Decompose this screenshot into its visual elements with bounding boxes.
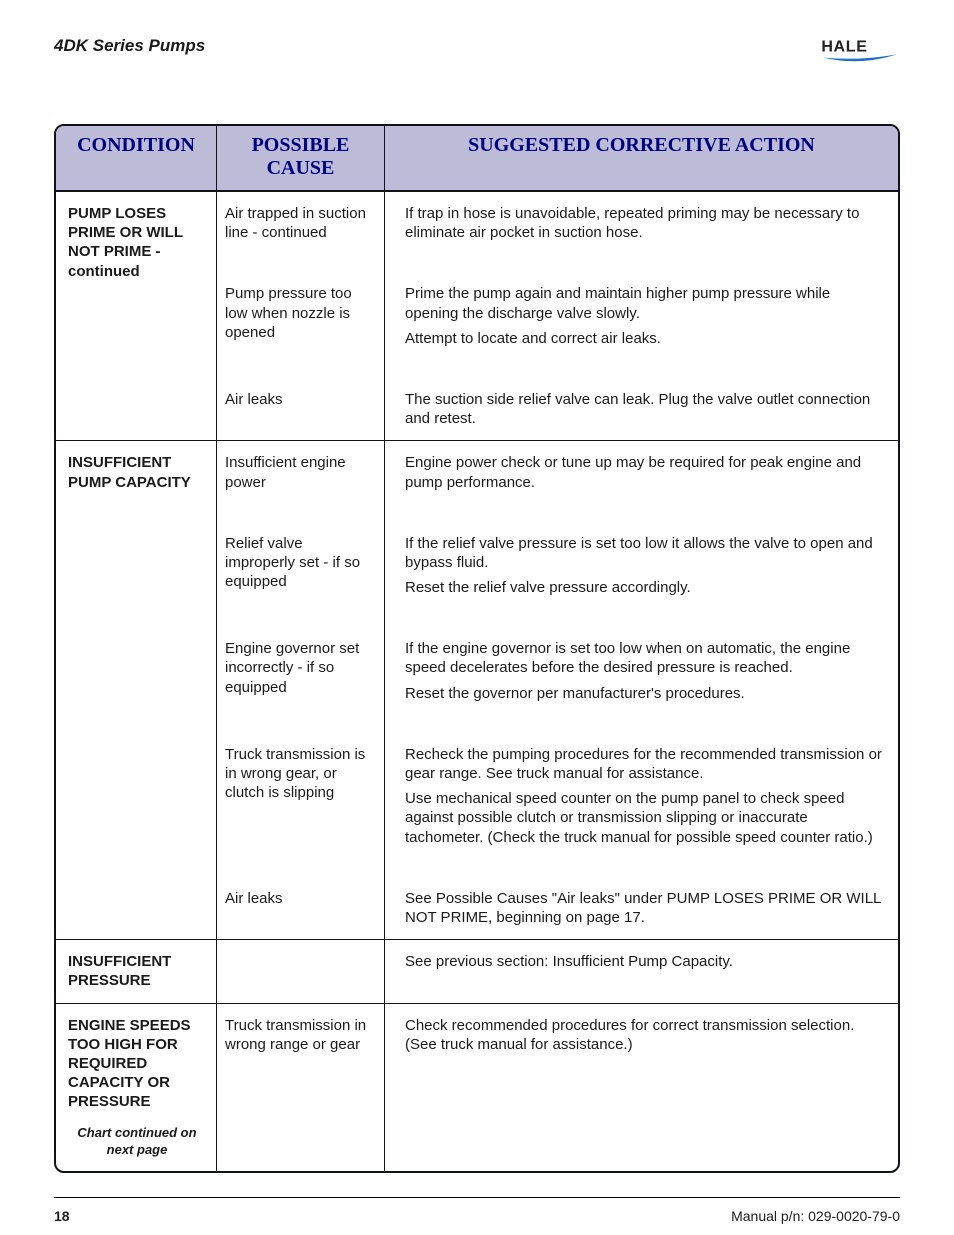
cause-text: Truck transmission in wrong range or gea…	[225, 1016, 374, 1054]
cause-text: Air leaks	[225, 390, 374, 409]
manual-pn: Manual p/n: 029-0020-79-0	[731, 1208, 900, 1224]
table-row: PUMP LOSES PRIME OR WILL NOT PRIME - con…	[56, 192, 898, 254]
page-number: 18	[54, 1208, 70, 1224]
action-text: If trap in hose is unavoidable, repeated…	[405, 204, 882, 242]
table-row: ENGINE SPEEDS TOO HIGH FOR REQUIRED CAPA…	[56, 1003, 898, 1171]
col-header-action: SUGGESTED CORRECTIVE ACTION	[384, 126, 898, 192]
action-text: Check recommended procedures for correct…	[405, 1016, 882, 1054]
troubleshooting-table: CONDITION POSSIBLE CAUSE SUGGESTED CORRE…	[54, 124, 900, 1173]
cause-text: Engine governor set incorrectly - if so …	[225, 639, 374, 697]
cause-text: Pump pressure too low when nozzle is ope…	[225, 284, 374, 342]
action-text: Prime the pump again and maintain higher…	[405, 284, 882, 322]
condition-label: PUMP LOSES PRIME OR WILL NOT PRIME - con…	[68, 205, 183, 280]
chart-continued-note: Chart continued on next page	[68, 1125, 206, 1158]
condition-label: INSUFFICIENT PRESSURE	[68, 953, 171, 989]
action-text: The suction side relief valve can leak. …	[405, 390, 882, 428]
action-text: Use mechanical speed counter on the pump…	[405, 789, 882, 847]
action-text: See previous section: Insufficient Pump …	[405, 952, 882, 971]
table-row: INSUFFICIENT PRESSURE See previous secti…	[56, 939, 898, 1002]
action-text: If the relief valve pressure is set too …	[405, 534, 882, 572]
cause-text: Insufficient engine power	[225, 453, 374, 491]
action-text: See Possible Causes "Air leaks" under PU…	[405, 889, 882, 927]
action-text: Attempt to locate and correct air leaks.	[405, 329, 882, 348]
table-row: INSUFFICIENT PUMP CAPACITY Insufficient …	[56, 440, 898, 503]
action-text: If the engine governor is set too low wh…	[405, 639, 882, 677]
col-header-cause: POSSIBLE CAUSE	[216, 126, 384, 192]
cause-text: Air trapped in suction line - continued	[225, 204, 374, 242]
action-text: Engine power check or tune up may be req…	[405, 453, 882, 491]
cause-text: Air leaks	[225, 889, 374, 908]
cause-text: Truck transmission is in wrong gear, or …	[225, 745, 374, 803]
col-header-condition: CONDITION	[56, 126, 216, 192]
condition-label: INSUFFICIENT PUMP CAPACITY	[68, 454, 191, 490]
action-text: Reset the relief valve pressure accordin…	[405, 578, 882, 597]
cause-text: Relief valve improperly set - if so equi…	[225, 534, 374, 592]
action-text: Recheck the pumping procedures for the r…	[405, 745, 882, 783]
action-text: Reset the governor per manufacturer's pr…	[405, 684, 882, 703]
svg-text:HALE: HALE	[821, 39, 867, 56]
doc-title: 4DK Series Pumps	[54, 34, 205, 56]
condition-label: ENGINE SPEEDS TOO HIGH FOR REQUIRED CAPA…	[68, 1017, 191, 1111]
hale-logo: HALE	[820, 34, 900, 68]
